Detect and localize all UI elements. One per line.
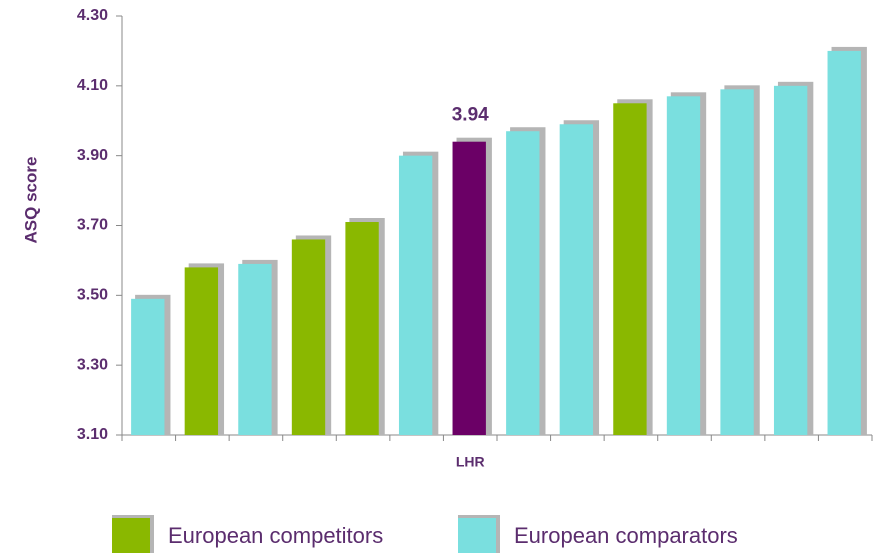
bar (345, 222, 379, 435)
y-tick-label: 3.30 (77, 356, 108, 373)
bar (720, 89, 754, 435)
y-tick-label: 3.90 (77, 147, 108, 164)
bar (559, 124, 594, 435)
y-axis-label: ASQ score (21, 157, 40, 244)
bar (506, 131, 540, 435)
y-tick-label: 4.10 (77, 77, 108, 94)
y-tick-label: 3.70 (77, 217, 108, 234)
bar (827, 50, 861, 436)
legend-label: European competitors (168, 523, 383, 548)
bar (452, 141, 486, 435)
bar (291, 239, 326, 435)
y-tick-label: 4.30 (77, 7, 108, 24)
bar (773, 85, 808, 435)
y-tick-label: 3.50 (77, 287, 108, 304)
data-label: 3.94 (452, 105, 489, 126)
bar (238, 263, 272, 435)
legend-swatch (112, 518, 150, 553)
bar (131, 298, 165, 435)
bar (613, 103, 647, 436)
legend-swatch (458, 518, 496, 553)
bar (398, 155, 433, 435)
x-tick-label: LHR (456, 454, 485, 470)
legend-label: European comparators (514, 523, 738, 548)
bar (666, 96, 701, 435)
bar (184, 267, 219, 435)
y-tick-label: 3.10 (77, 426, 108, 443)
